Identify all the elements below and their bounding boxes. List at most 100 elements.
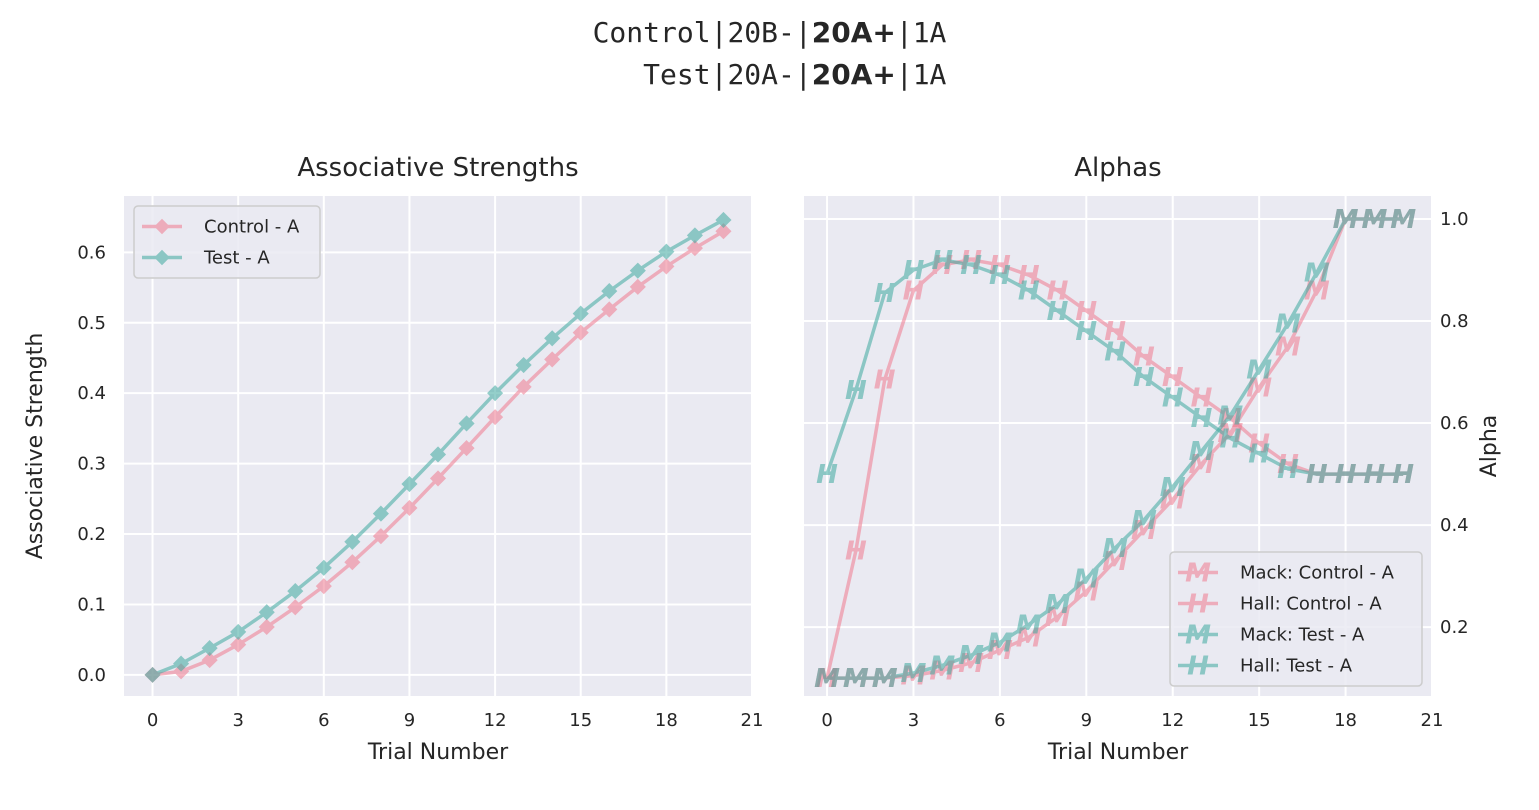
legend-handle — [142, 218, 182, 235]
data-point: H — [845, 537, 867, 567]
y-tick-label: 0.2 — [1440, 617, 1469, 638]
legend-entry: M Mack: Test - A — [1178, 621, 1365, 651]
chart-title: Associative Strengths — [297, 153, 578, 183]
data-point: H — [1047, 297, 1069, 327]
data-point: H — [1018, 276, 1040, 306]
data-point — [572, 305, 589, 322]
data-point — [429, 470, 447, 487]
legend-entry: Control - A — [142, 217, 300, 238]
legend-marker — [154, 218, 170, 235]
data-point — [487, 409, 504, 426]
series-line — [825, 257, 1404, 476]
data-point: M — [901, 662, 927, 692]
data-point: H — [903, 276, 925, 306]
series-test-a — [144, 211, 732, 683]
x-tick-label: 6 — [994, 710, 1005, 731]
data-point: H — [1364, 460, 1386, 490]
x-tick-label: 0 — [147, 710, 158, 731]
data-point: H — [1248, 440, 1270, 470]
y-tick-label: 0.2 — [77, 524, 106, 545]
suptitle-control-prefix: Control|20B-| — [592, 16, 812, 49]
data-point: M — [1304, 259, 1330, 289]
data-point — [401, 499, 418, 517]
data-point: M — [1045, 590, 1071, 620]
data-point: H — [903, 256, 925, 286]
data-point: M — [1160, 473, 1186, 503]
legend-label: Mack: Test - A — [1240, 625, 1365, 646]
x-tick-label: 21 — [1421, 710, 1444, 731]
data-point — [372, 528, 389, 545]
data-point: H — [1219, 424, 1241, 454]
data-point: M — [1102, 547, 1128, 577]
y-tick-label: 0.3 — [77, 454, 106, 475]
data-point — [658, 258, 675, 275]
data-point: H — [1104, 317, 1126, 347]
x-tick-label: 15 — [1248, 710, 1271, 731]
data-point: M — [1390, 205, 1416, 235]
data-point: H — [1335, 460, 1357, 490]
legend-label: Hall: Control - A — [1240, 594, 1382, 615]
x-axis-label: Trial Number — [367, 740, 509, 765]
y-axis-label: Associative Strength — [23, 333, 48, 560]
data-point — [201, 652, 218, 669]
legend-marker — [154, 249, 170, 266]
data-point — [544, 351, 561, 368]
x-tick-label: 3 — [232, 710, 243, 731]
data-point: H — [931, 251, 953, 281]
y-axis-label: Alpha — [1477, 415, 1502, 478]
legend-marker: H — [1187, 652, 1209, 682]
suptitle-line-test: Test|20A-|20A+|1A — [0, 54, 1539, 96]
x-tick-label: 6 — [318, 710, 329, 731]
data-point — [515, 356, 532, 374]
x-tick-label: 21 — [741, 710, 764, 731]
legend-box — [133, 205, 321, 279]
data-point — [686, 227, 703, 244]
suptitle-test-prefix: Test|20A-| — [592, 58, 812, 91]
suptitle-test-suffix: |1A — [895, 58, 947, 91]
suptitle-test-bold: 20A+ — [811, 58, 896, 91]
legend-handle: H — [1178, 652, 1218, 682]
data-point: H — [1277, 455, 1299, 485]
data-point: H — [1133, 343, 1155, 373]
data-point — [458, 415, 475, 432]
alphas-chart: 0 3 6 9 12 15 18 21 0.2 0.4 0.6 0.8 1.0 Alphas Trial N… — [804, 153, 1502, 765]
data-point: H — [1075, 317, 1097, 347]
data-point: M — [901, 659, 927, 689]
x-tick-label: 0 — [821, 710, 832, 731]
data-point — [315, 559, 332, 576]
legend-entry: Test - A — [142, 248, 270, 269]
y-tick-label: 0.0 — [77, 665, 106, 686]
legend-entry: M Mack: Control - A — [1178, 559, 1395, 589]
data-point — [287, 583, 304, 600]
x-tick-label: 18 — [1334, 710, 1357, 731]
data-point — [629, 262, 646, 279]
data-point: M — [1189, 437, 1215, 467]
data-point: M — [1304, 276, 1330, 306]
legend: M Mack: Control - A H Hall: Control - A M Mac… — [1169, 551, 1423, 687]
data-point — [658, 243, 675, 260]
data-point — [715, 223, 732, 240]
legend: Control - A Test - A — [133, 205, 321, 279]
data-point: M — [1016, 611, 1042, 641]
data-point: M — [1189, 450, 1215, 480]
data-point: M — [814, 664, 840, 694]
x-tick-label: 18 — [655, 710, 678, 731]
associative-strengths-chart: 0 3 6 9 12 15 18 21 0.0 0.1 0.2 0.3 0.4 0.5 0.6 Associa… — [23, 153, 763, 765]
data-point — [287, 599, 304, 616]
legend-handle: M — [1178, 559, 1218, 589]
data-point — [601, 283, 618, 300]
data-point: H — [960, 251, 982, 281]
data-point: M — [1045, 603, 1071, 633]
data-point — [429, 446, 447, 463]
data-point: M — [1073, 565, 1099, 595]
data-point — [258, 618, 275, 636]
data-point: H — [816, 460, 838, 490]
legend-label: Hall: Test - A — [1240, 656, 1353, 677]
legend-entry: H Hall: Control - A — [1178, 590, 1382, 620]
data-point — [372, 505, 389, 522]
data-point — [315, 578, 332, 595]
data-point: H — [845, 376, 867, 406]
figure-suptitle: Control|20B-| 20A+|1A Test|20A-|20A+|1A — [0, 12, 1539, 96]
data-point: M — [872, 664, 898, 694]
